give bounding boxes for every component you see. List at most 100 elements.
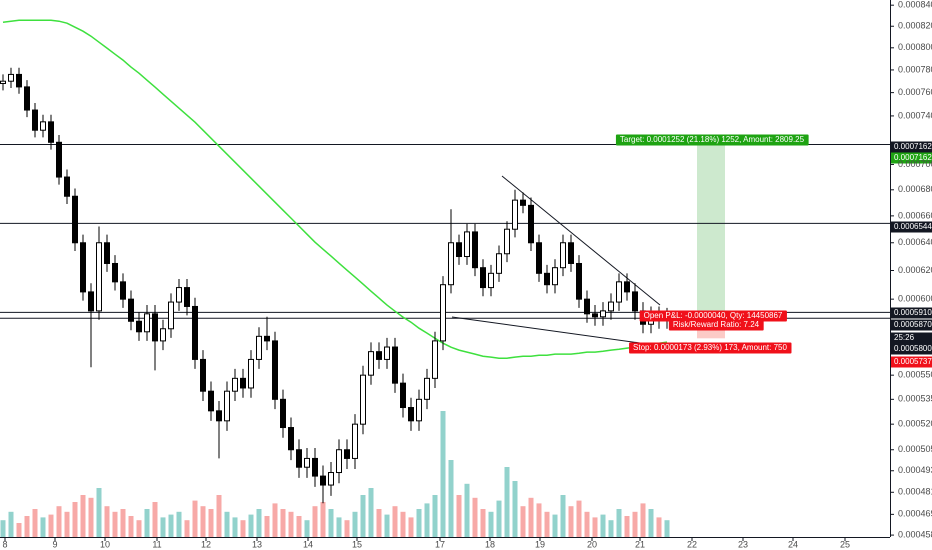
volume-bar [208, 509, 214, 537]
candle-body [472, 231, 478, 269]
candle-body [104, 242, 110, 264]
trend-line [451, 316, 641, 344]
x-tick-label: 15 [352, 539, 362, 549]
y-tick-label: 0.0006200 [898, 265, 932, 275]
candle-body [440, 284, 446, 342]
candle-body [496, 253, 502, 274]
pnl-label: Open P&L: -0.0000040, Qty: 14450867 [644, 311, 783, 320]
volume-bar [384, 514, 390, 537]
candle-body [600, 310, 606, 318]
price-label-box [891, 307, 932, 319]
candle-body [624, 281, 630, 293]
x-tick-label: 10 [100, 539, 110, 549]
candle-body [320, 475, 326, 486]
y-tick-label: 0.0004690 [898, 509, 932, 519]
candle-body [296, 449, 302, 468]
x-tick-label: 13 [252, 539, 262, 549]
volume-bar [464, 483, 470, 537]
countdown-box [891, 332, 932, 344]
candle-body [504, 228, 510, 255]
candle-body [136, 320, 142, 333]
price-label: 0.0005910 [894, 308, 932, 317]
volume-bar [640, 503, 646, 537]
candle-body [24, 86, 30, 111]
candle-body [304, 457, 310, 468]
candle-body [368, 351, 374, 376]
candle-body [328, 472, 334, 486]
volume-bar [72, 502, 78, 537]
volume-bar [440, 411, 446, 537]
candle-body [632, 291, 638, 312]
candle-body [592, 313, 598, 318]
stop-label-box [629, 342, 792, 354]
candle-body [352, 423, 358, 459]
volume-bar [240, 520, 246, 537]
volume-bar [504, 467, 510, 537]
volume-bar [584, 511, 590, 537]
y-tick-label: 0.0008200 [898, 21, 932, 31]
price-label: 0.0007162 [894, 153, 932, 162]
candle-body [400, 382, 406, 409]
volume-bar [608, 520, 614, 537]
candle-body [224, 390, 230, 422]
candle-body [392, 346, 398, 384]
volume-bar [56, 506, 62, 537]
candle-body [576, 262, 582, 300]
y-tick-label: 0.0006800 [898, 184, 932, 194]
x-tick-label: 8 [2, 539, 7, 549]
volume-bar [304, 520, 310, 537]
candle-body [448, 242, 454, 286]
volume-bar [576, 500, 582, 537]
volume-bar [424, 503, 430, 537]
volume-bar [656, 517, 662, 537]
candle-body [568, 242, 574, 264]
volume-bar [176, 511, 182, 537]
volume-bar [48, 514, 54, 537]
volume-bar [392, 506, 398, 537]
x-tick-label: 12 [201, 539, 211, 549]
volume-bar [368, 488, 374, 537]
volume-bar [288, 511, 294, 537]
volume-bar [552, 514, 558, 537]
x-tick-label: 23 [738, 539, 748, 549]
candle-body [240, 377, 246, 389]
candle-body [8, 73, 14, 82]
candle-body [232, 377, 238, 392]
volume-bar [320, 502, 326, 537]
volume-bar [160, 517, 166, 537]
x-tick-label: 25 [840, 539, 850, 549]
ratio-label-box [668, 319, 764, 331]
x-tick-label: 21 [635, 539, 645, 549]
volume-bar [328, 509, 334, 537]
overlay: Target: 0.0001252 (21.18%) 1252, Amount:… [615, 134, 932, 368]
candle-body [552, 267, 558, 286]
moving-average [2, 19, 668, 359]
volume-bar [120, 509, 126, 537]
candle-body [16, 73, 22, 88]
x-tick-label: 20 [587, 539, 597, 549]
candle-body [72, 195, 78, 244]
volume-bar [400, 511, 406, 537]
candle-body [112, 262, 118, 283]
candle-body [80, 242, 86, 293]
volume-bar [664, 520, 670, 537]
price-label-box [891, 343, 932, 355]
candle-body [160, 328, 166, 342]
y-tick-label: 0.0006400 [898, 237, 932, 247]
ratio-label: Risk/Reward Ratio: 7.24 [673, 320, 760, 329]
y-tick-label: 0.0007400 [898, 110, 932, 120]
volume-bar [408, 517, 414, 537]
price-label: 0.0005737 [894, 357, 932, 366]
target-label: Target: 0.0001252 (21.18%) 1252, Amount:… [620, 135, 805, 144]
candle-body [48, 121, 54, 143]
candle-body [584, 298, 590, 315]
y-tick-label: 0.0007000 [898, 159, 932, 169]
candle-body [312, 457, 318, 477]
volume-bar [520, 506, 526, 537]
volume-bar [96, 488, 102, 537]
volume-bar [88, 497, 94, 537]
y-tick-label: 0.0006000 [898, 294, 932, 304]
volume-bar [448, 460, 454, 537]
countdown: 25:26 [894, 333, 915, 342]
volume-bar [496, 500, 502, 537]
